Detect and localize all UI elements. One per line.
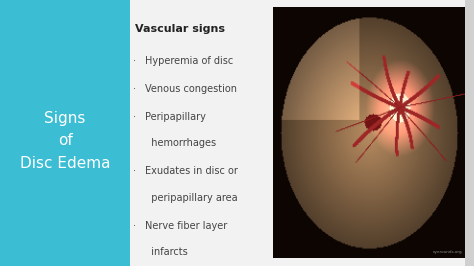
Text: infarcts: infarcts [145, 247, 187, 257]
Bar [0, 0, 130, 266]
Text: Vascular signs: Vascular signs [135, 24, 225, 34]
Text: ·: · [133, 56, 136, 66]
Text: ·: · [133, 84, 136, 94]
Text: Peripapillary: Peripapillary [145, 112, 205, 122]
Text: Nerve fiber layer: Nerve fiber layer [145, 221, 227, 231]
Text: ·: · [133, 221, 136, 231]
Bar [130, 0, 474, 266]
Text: ·: · [133, 166, 136, 176]
Text: Signs
of
Disc Edema: Signs of Disc Edema [20, 111, 110, 171]
Bar [465, 0, 474, 266]
Text: Venous congestion: Venous congestion [145, 84, 237, 94]
Text: peripapillary area: peripapillary area [145, 193, 237, 203]
Text: eyerounds.org: eyerounds.org [432, 250, 462, 254]
Text: Hyperemia of disc: Hyperemia of disc [145, 56, 233, 66]
Text: ·: · [133, 112, 136, 122]
Text: hemorrhages: hemorrhages [145, 138, 216, 148]
Text: Exudates in disc or: Exudates in disc or [145, 166, 237, 176]
